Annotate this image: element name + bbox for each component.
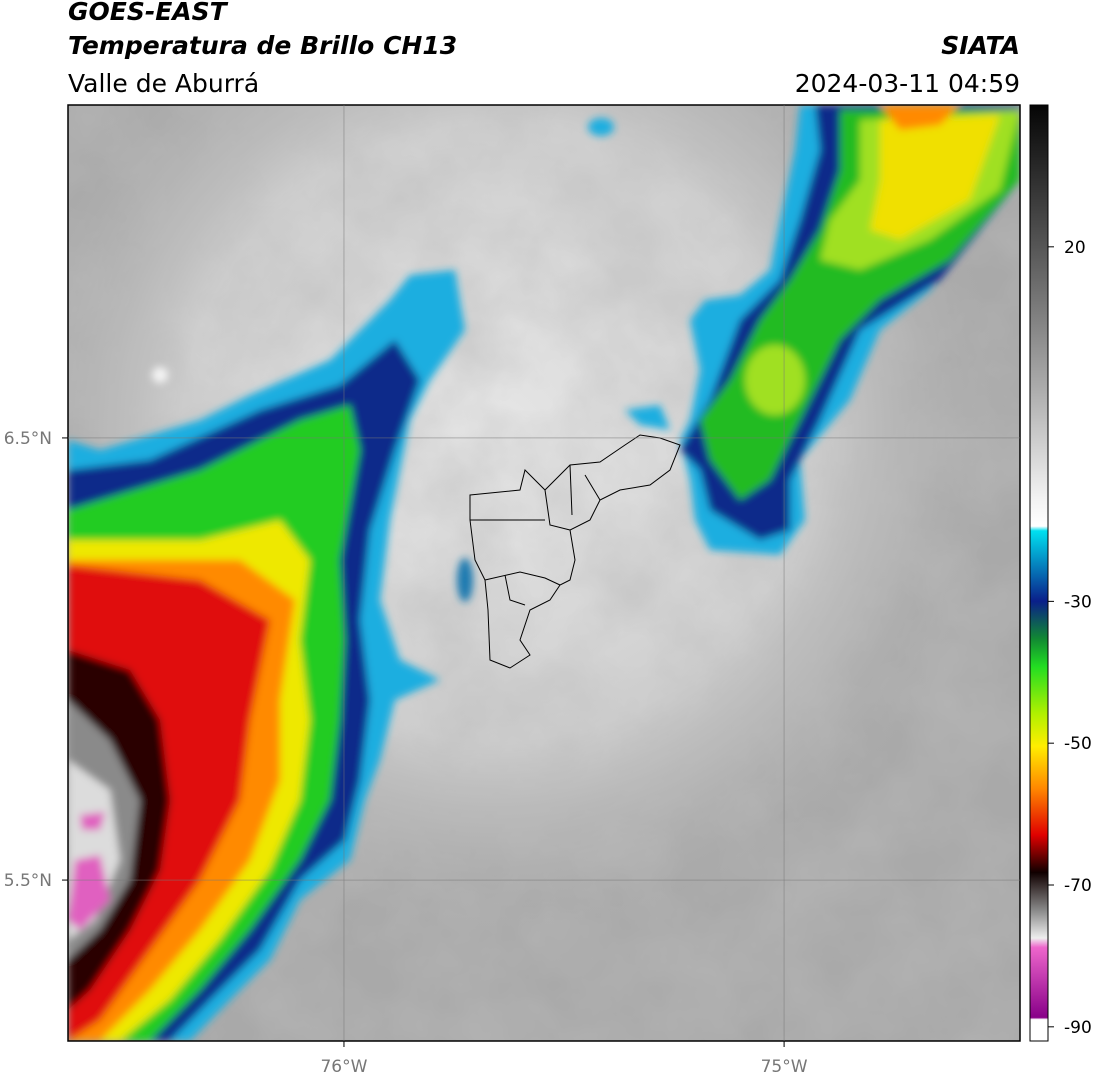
map-frame	[67, 104, 1021, 1042]
map-imagery	[68, 105, 1020, 1041]
colorbar-tick-label: -70	[1064, 876, 1092, 896]
source: SIATA	[941, 31, 1020, 60]
y-tick-label: 5.5°N	[4, 871, 52, 891]
x-tick-label: 76°W	[320, 1057, 367, 1077]
colorbar-tick-label: -90	[1064, 1018, 1092, 1038]
region: Valle de Aburrá	[68, 69, 259, 98]
colorbar	[1029, 104, 1049, 1042]
x-tick-label: 75°W	[761, 1057, 808, 1077]
colorbar-tick-label: 20	[1064, 238, 1086, 258]
title: GOES-EAST	[68, 0, 229, 26]
y-tick-label: 6.5°N	[4, 429, 52, 449]
colorbar-tick-label: -50	[1064, 734, 1092, 754]
colorbar-tick-label: -30	[1064, 592, 1092, 612]
datetime: 2024-03-11 04:59	[795, 69, 1020, 98]
subtitle: Temperatura de Brillo CH13	[68, 31, 457, 60]
